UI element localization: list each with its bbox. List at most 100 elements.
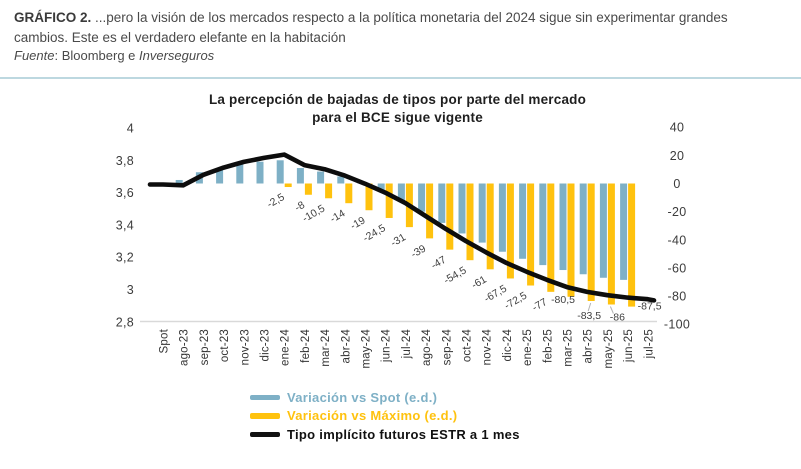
bar-vs-maximo	[628, 183, 636, 307]
bar-vs-spot	[539, 183, 547, 266]
x-axis-label: abr-24	[340, 329, 352, 364]
left-axis-tick: 3,6	[116, 186, 134, 200]
bar-vs-spot	[498, 183, 506, 252]
legend-item-estr-line: Tipo implícito futuros ESTR a 1 mes	[250, 425, 520, 444]
chart-title: La percepción de bajadas de tipos por pa…	[90, 91, 705, 126]
bar-label: -31	[389, 231, 408, 249]
left-axis-tick: 2,8	[116, 315, 134, 329]
bar-vs-maximo	[527, 183, 535, 286]
section-divider	[0, 77, 801, 79]
bar-vs-spot	[236, 164, 244, 184]
bar-vs-spot	[296, 168, 304, 184]
bar-vs-spot	[216, 168, 224, 184]
bar-vs-spot	[276, 160, 284, 184]
bar-vs-spot	[418, 183, 426, 212]
bar-vs-spot	[317, 171, 325, 184]
legend-item-vs-spot: Variación vs Spot (e.d.)	[250, 388, 520, 407]
right-axis-tick: 0	[673, 177, 680, 191]
x-axis-label: abr-25	[583, 329, 595, 363]
x-axis-label: may-25	[603, 329, 615, 369]
x-axis-label: dic-23	[260, 329, 272, 362]
x-axis-label: jul-24	[401, 329, 413, 360]
bar-vs-spot	[397, 183, 405, 201]
bar-vs-maximo	[506, 183, 514, 279]
bar-vs-maximo	[365, 183, 373, 211]
chart-title-line2: para el BCE sigue vigente	[312, 109, 483, 125]
estr-implied-rate-line	[147, 152, 657, 303]
left-axis-tick: 3,2	[116, 251, 134, 265]
x-axis-label: may-24	[361, 329, 373, 369]
bar-vs-maximo	[567, 183, 575, 297]
bar-vs-spot	[256, 161, 264, 184]
x-axis-label: ago-24	[421, 329, 433, 366]
label-leader-line	[587, 302, 592, 312]
x-axis-label: oct-24	[462, 329, 474, 363]
x-axis-label: feb-24	[300, 329, 312, 363]
bar-vs-spot	[175, 179, 183, 184]
bar-label: -47	[429, 254, 448, 272]
legend-label-estr-line: Tipo implícito futuros ESTR a 1 mes	[287, 426, 520, 442]
x-axis-label: jun-25	[623, 329, 635, 363]
x-axis-label: mar-25	[563, 329, 575, 367]
bar-vs-spot	[337, 176, 345, 184]
bar-label: -77	[530, 296, 549, 314]
legend-item-vs-maximo: Variación vs Máximo (e.d.)	[250, 407, 520, 426]
bar-label: -19	[348, 214, 367, 232]
bar-label: -86	[610, 312, 625, 324]
x-axis-label: ene-24	[280, 329, 292, 366]
legend-swatch-blue	[250, 394, 280, 400]
source-label: Fuente	[14, 48, 55, 63]
bar-vs-spot	[438, 183, 446, 223]
bar-label: -87,5	[638, 301, 662, 313]
right-axis-tick: 40	[670, 121, 685, 135]
bar-vs-spot	[559, 183, 567, 271]
legend-swatch-black	[250, 432, 280, 437]
x-axis-label: ago-23	[179, 329, 191, 366]
bar-vs-maximo	[385, 183, 393, 218]
right-axis-tick: -40	[668, 233, 687, 247]
x-axis-label: oct-23	[219, 329, 231, 362]
x-axis-label: Spot	[159, 328, 171, 353]
x-axis-label: nov-23	[239, 329, 251, 365]
x-axis-label: mar-24	[320, 329, 332, 367]
bar-label: -61	[470, 273, 489, 291]
bar-vs-spot	[519, 183, 527, 259]
bar-label: -54,5	[442, 264, 469, 286]
bar-vs-maximo	[607, 183, 615, 305]
source-line: Fuente: Bloomberg e Inverseguros	[14, 48, 214, 63]
bar-vs-maximo	[345, 183, 353, 204]
bar-vs-maximo	[284, 183, 292, 188]
bar-vs-maximo	[304, 183, 312, 195]
source-mid: : Bloomberg e	[54, 48, 140, 63]
left-axis-tick: 3,4	[116, 218, 134, 232]
left-axis-tick: 3,8	[116, 154, 134, 168]
x-axis-label: jul-25	[643, 329, 655, 359]
right-axis-tick: -100	[664, 318, 690, 332]
caption-line2: cambios. Este es el verdadero elefante e…	[14, 30, 346, 45]
right-axis-tick: -60	[668, 261, 687, 275]
right-axis-tick: 20	[670, 149, 685, 163]
bar-label: -2,5	[265, 191, 287, 211]
bar-vs-spot	[620, 183, 628, 280]
chart-title-line1: La percepción de bajadas de tipos por pa…	[208, 92, 587, 107]
bar-vs-maximo	[426, 183, 434, 239]
left-axis-tick: 3	[127, 283, 134, 297]
bar-vs-maximo	[466, 183, 474, 261]
bar-vs-maximo	[325, 183, 333, 199]
bar-label: -83,5	[577, 310, 601, 322]
bar-vs-maximo	[587, 183, 595, 301]
legend-label-vs-spot: Variación vs Spot (e.d.)	[287, 389, 438, 405]
bar-vs-spot	[579, 183, 587, 275]
x-axis-label: jun-24	[381, 329, 393, 364]
bar-vs-maximo	[486, 183, 494, 270]
legend-label-vs-maximo: Variación vs Máximo (e.d.)	[287, 408, 458, 424]
caption-line1: ...pero la visión de los mercados respec…	[91, 10, 728, 25]
right-axis-tick: -20	[668, 205, 687, 219]
legend-swatch-yellow	[250, 413, 280, 419]
bar-vs-maximo	[547, 183, 555, 292]
bar-vs-spot	[599, 183, 607, 278]
bar-vs-spot	[377, 183, 385, 192]
chart-legend: Variación vs Spot (e.d.) Variación vs Má…	[250, 388, 520, 444]
x-axis-label: sep-23	[199, 329, 211, 365]
